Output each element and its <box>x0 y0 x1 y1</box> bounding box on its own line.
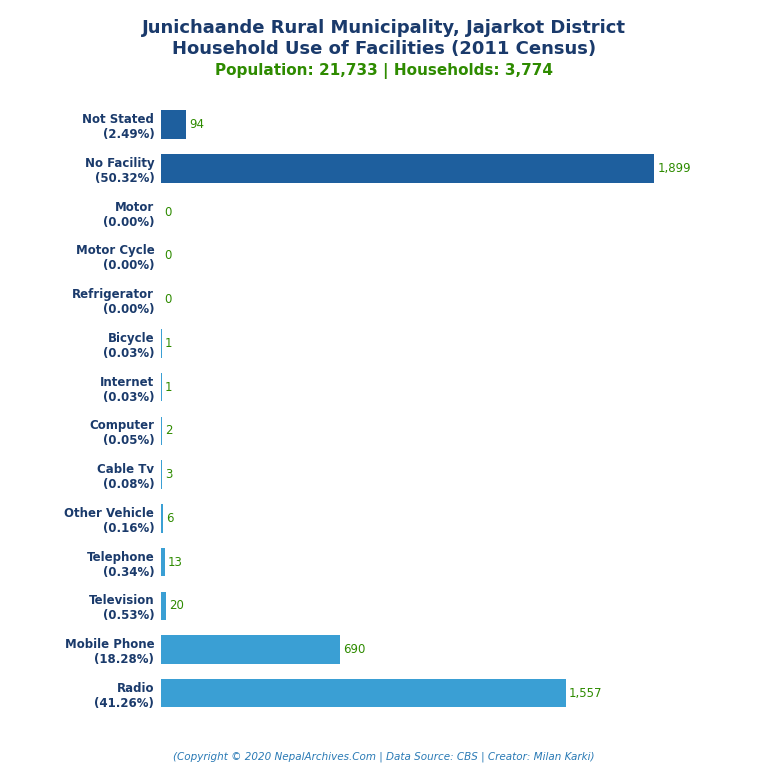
Text: 0: 0 <box>164 206 172 219</box>
Text: 690: 690 <box>343 643 366 656</box>
Bar <box>161 679 565 707</box>
Text: 1: 1 <box>164 337 172 350</box>
Text: 20: 20 <box>170 599 184 612</box>
Text: 3: 3 <box>165 468 173 481</box>
Bar <box>161 591 167 620</box>
Text: 6: 6 <box>166 511 174 525</box>
Text: 1: 1 <box>164 381 172 393</box>
Text: 1,557: 1,557 <box>568 687 602 700</box>
Text: 0: 0 <box>164 293 172 306</box>
Text: Household Use of Facilities (2011 Census): Household Use of Facilities (2011 Census… <box>172 40 596 58</box>
Bar <box>161 635 340 664</box>
Bar <box>161 504 163 532</box>
Text: 0: 0 <box>164 250 172 263</box>
Text: 13: 13 <box>167 555 183 568</box>
Bar <box>161 548 164 576</box>
Bar <box>161 154 654 183</box>
Bar <box>161 111 186 139</box>
Text: Population: 21,733 | Households: 3,774: Population: 21,733 | Households: 3,774 <box>215 63 553 79</box>
Text: 1,899: 1,899 <box>657 162 691 175</box>
Bar <box>161 460 162 488</box>
Text: 2: 2 <box>165 425 172 437</box>
Text: (Copyright © 2020 NepalArchives.Com | Data Source: CBS | Creator: Milan Karki): (Copyright © 2020 NepalArchives.Com | Da… <box>174 751 594 762</box>
Text: 94: 94 <box>189 118 204 131</box>
Text: Junichaande Rural Municipality, Jajarkot District: Junichaande Rural Municipality, Jajarkot… <box>142 19 626 37</box>
